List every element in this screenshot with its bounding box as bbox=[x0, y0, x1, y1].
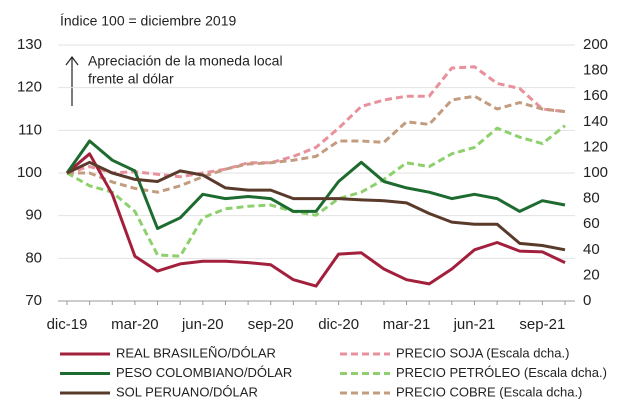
y-tick-label: 100 bbox=[17, 164, 42, 181]
x-tick-label: sep-21 bbox=[519, 316, 565, 333]
x-tick-label: sep-20 bbox=[248, 316, 294, 333]
y2-tick-label: 100 bbox=[583, 164, 608, 181]
annotation: frente al dólar bbox=[88, 71, 174, 87]
y2-tick-label: 40 bbox=[583, 241, 600, 258]
x-tick-label: mar-20 bbox=[111, 316, 159, 333]
y-tick-label: 70 bbox=[25, 292, 42, 309]
y2-tick-label: 80 bbox=[583, 190, 600, 207]
y-tick-label: 120 bbox=[17, 79, 42, 96]
y2-tick-label: 160 bbox=[583, 87, 608, 104]
series-line bbox=[66, 152, 566, 288]
series-line bbox=[65, 139, 566, 230]
series-line bbox=[67, 94, 566, 194]
y2-tick-label: 60 bbox=[583, 215, 600, 232]
y2-tick-label: 180 bbox=[583, 62, 608, 79]
legend-label: PRECIO COBRE (Escala dcha.) bbox=[396, 384, 582, 399]
y-tick-label: 90 bbox=[25, 207, 42, 224]
y-tick-label: 110 bbox=[18, 121, 42, 138]
y2-tick-label: 0 bbox=[583, 292, 591, 309]
x-tick-label: jun-21 bbox=[453, 316, 496, 333]
x-tick-label: mar-21 bbox=[383, 316, 431, 333]
x-tick-label: jun-20 bbox=[181, 316, 224, 333]
legend-label: PRECIO SOJA (Escala dcha.) bbox=[396, 345, 569, 360]
legend-label: PRECIO PETRÓLEO (Escala dcha.) bbox=[396, 365, 607, 380]
y2-tick-label: 20 bbox=[583, 266, 600, 283]
y2-tick-label: 140 bbox=[583, 113, 608, 130]
y2-tick-label: 200 bbox=[583, 36, 608, 53]
annotation: Apreciación de la moneda local bbox=[88, 53, 283, 69]
series-line bbox=[66, 65, 566, 179]
arrow-head bbox=[65, 56, 79, 66]
legend-label: REAL BRASILEÑO/DÓLAR bbox=[116, 345, 276, 360]
y2-tick-label: 120 bbox=[583, 138, 608, 155]
series-line bbox=[66, 160, 566, 252]
series-line bbox=[66, 124, 566, 258]
y-tick-label: 80 bbox=[25, 249, 42, 266]
x-tick-label: dic-20 bbox=[318, 316, 359, 333]
subtitle: Índice 100 = diciembre 2019 bbox=[60, 13, 236, 29]
legend-label: PESO COLOMBIANO/DÓLAR bbox=[116, 365, 292, 380]
x-tick-label: dic-19 bbox=[47, 316, 88, 333]
legend-label: SOL PERUANO/DÓLAR bbox=[116, 384, 258, 399]
y-tick-label: 130 bbox=[17, 36, 42, 53]
